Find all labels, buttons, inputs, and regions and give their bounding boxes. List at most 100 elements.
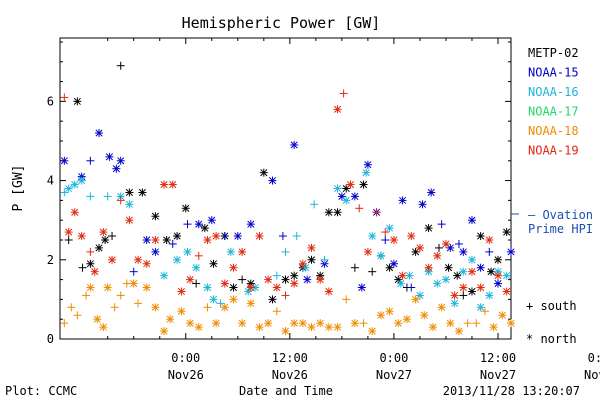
north-point bbox=[385, 307, 394, 316]
north-point bbox=[192, 263, 201, 272]
north-point bbox=[418, 200, 427, 209]
legend-item-noaa-18: NOAA-18 bbox=[528, 124, 579, 138]
north-point bbox=[363, 247, 372, 256]
south-point bbox=[122, 279, 131, 288]
north-point bbox=[363, 160, 372, 169]
north-point bbox=[99, 228, 108, 237]
north-point bbox=[350, 192, 359, 201]
series-noaa-15 bbox=[60, 129, 515, 292]
north-point bbox=[467, 255, 476, 264]
north-point bbox=[233, 232, 242, 241]
north-point bbox=[441, 275, 450, 284]
north-point bbox=[134, 255, 143, 264]
south-point bbox=[110, 303, 119, 312]
legend-item-noaa-15: NOAA-15 bbox=[528, 66, 579, 80]
north-point bbox=[476, 232, 485, 241]
ovation-label-line1: — Ovation bbox=[528, 208, 593, 222]
north-point bbox=[238, 319, 247, 328]
north-point bbox=[437, 303, 446, 312]
north-point bbox=[433, 279, 442, 288]
legend-item-noaa-16: NOAA-16 bbox=[528, 85, 579, 99]
north-point bbox=[502, 228, 511, 237]
north-point bbox=[281, 275, 290, 284]
south-point bbox=[64, 235, 73, 244]
north-point bbox=[142, 259, 151, 268]
north-point bbox=[298, 259, 307, 268]
series-noaa-18 bbox=[60, 279, 515, 336]
north-point bbox=[453, 271, 462, 280]
north-point bbox=[398, 271, 407, 280]
north-point bbox=[101, 235, 110, 244]
north-point bbox=[125, 188, 134, 197]
north-point bbox=[493, 271, 502, 280]
north-point bbox=[64, 228, 73, 237]
north-point bbox=[307, 243, 316, 252]
north-point bbox=[238, 247, 247, 256]
north-point bbox=[173, 232, 182, 241]
south-point bbox=[86, 192, 95, 201]
north-point bbox=[229, 283, 238, 292]
north-point bbox=[209, 295, 218, 304]
north-point bbox=[427, 188, 436, 197]
north-point bbox=[389, 235, 398, 244]
north-point bbox=[459, 247, 468, 256]
north-point bbox=[108, 255, 117, 264]
x-tick-date-label: Nov27 bbox=[480, 368, 516, 382]
north-point bbox=[95, 243, 104, 252]
north-point bbox=[220, 279, 229, 288]
north-point bbox=[489, 323, 498, 332]
north-point bbox=[333, 184, 342, 193]
south-point bbox=[381, 235, 390, 244]
north-point bbox=[138, 188, 147, 197]
scatter-points bbox=[60, 61, 515, 336]
north-point bbox=[476, 303, 485, 312]
north-point bbox=[129, 279, 138, 288]
north-point bbox=[207, 216, 216, 225]
x-tick-time-label: 0:00 bbox=[171, 351, 200, 365]
north-point bbox=[290, 140, 299, 149]
south-point bbox=[194, 251, 203, 260]
south-point bbox=[67, 303, 76, 312]
legend: METP-02 NOAA-15 NOAA-16 NOAA-17 NOAA-18 NOAA-… bbox=[528, 46, 579, 158]
north-point bbox=[407, 232, 416, 241]
south-key-label: + south bbox=[526, 299, 577, 313]
north-point bbox=[303, 275, 312, 284]
north-point bbox=[405, 271, 414, 280]
x-tick-time-label: 0:00 bbox=[379, 351, 408, 365]
south-point bbox=[339, 89, 348, 98]
north-point bbox=[177, 287, 186, 296]
north-point bbox=[151, 247, 160, 256]
north-point bbox=[259, 168, 268, 177]
north-point bbox=[324, 323, 333, 332]
north-point bbox=[194, 323, 203, 332]
south-point bbox=[278, 232, 287, 241]
south-point bbox=[108, 232, 117, 241]
ovation-label-line2: Prime HPI bbox=[528, 222, 593, 236]
north-point bbox=[116, 156, 125, 165]
north-point bbox=[487, 267, 496, 276]
south-point bbox=[78, 263, 87, 272]
south-point bbox=[216, 299, 225, 308]
south-point bbox=[320, 255, 329, 264]
north-point bbox=[298, 319, 307, 328]
north-point bbox=[420, 311, 429, 320]
north-point bbox=[70, 180, 79, 189]
y-tick-label: 6 bbox=[47, 94, 54, 108]
south-point bbox=[60, 319, 69, 328]
south-point bbox=[272, 307, 281, 316]
north-point bbox=[290, 319, 299, 328]
south-point bbox=[310, 200, 319, 209]
south-point bbox=[134, 299, 143, 308]
north-point bbox=[454, 327, 463, 336]
north-point bbox=[125, 200, 134, 209]
north-point bbox=[507, 247, 515, 256]
north-point bbox=[212, 319, 221, 328]
north-point bbox=[181, 204, 190, 213]
north-point bbox=[209, 259, 218, 268]
north-point bbox=[333, 208, 342, 217]
south-point bbox=[355, 204, 364, 213]
south-point bbox=[350, 263, 359, 272]
north-point bbox=[142, 235, 151, 244]
south-point bbox=[60, 93, 69, 102]
north-point bbox=[507, 319, 515, 328]
